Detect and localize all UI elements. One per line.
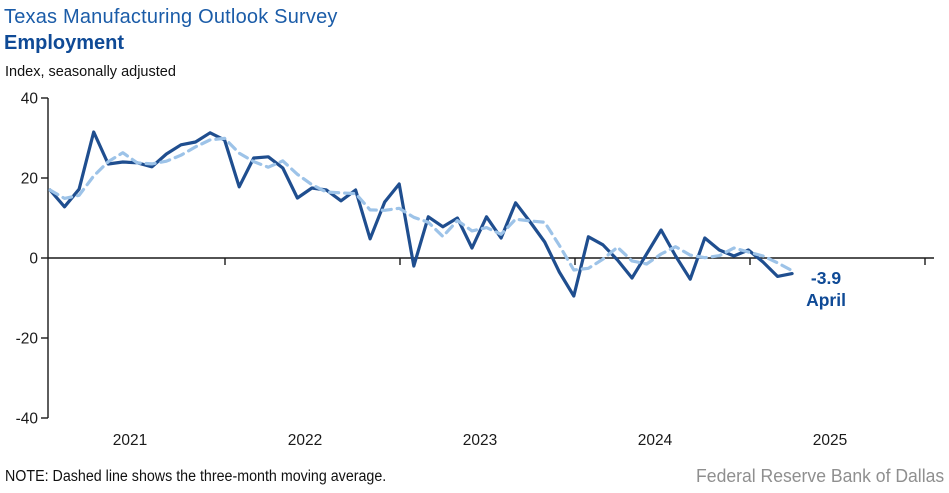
chart-footnote: NOTE: Dashed line shows the three-month …	[5, 468, 387, 485]
y-tick-label: -20	[16, 331, 39, 348]
employment-index-line	[48, 130, 794, 298]
x-year-label: 2024	[638, 432, 673, 449]
y-axis-units-note: Index, seasonally adjusted	[5, 64, 176, 80]
series-title: Employment	[4, 32, 125, 54]
source-wordmark: Federal Reserve Bank of Dallas	[695, 465, 944, 486]
x-year-label: 2025	[813, 432, 847, 449]
axes: 40 20 0 -20 -40 2021 2022 2023 2024 2025	[16, 91, 934, 449]
x-year-label: 2023	[463, 432, 497, 449]
y-tick-label: 20	[21, 171, 39, 188]
last-month-label: April	[806, 290, 846, 310]
last-value-label: -3.9	[811, 268, 841, 288]
moving-average-line	[48, 136, 794, 273]
y-tick-label: 40	[21, 91, 39, 108]
page-title: Texas Manufacturing Outlook Survey	[4, 6, 338, 28]
y-tick-label: 0	[29, 251, 38, 268]
x-year-label: 2021	[113, 432, 147, 449]
y-tick-label: -40	[16, 411, 39, 428]
x-year-label: 2022	[288, 432, 322, 449]
